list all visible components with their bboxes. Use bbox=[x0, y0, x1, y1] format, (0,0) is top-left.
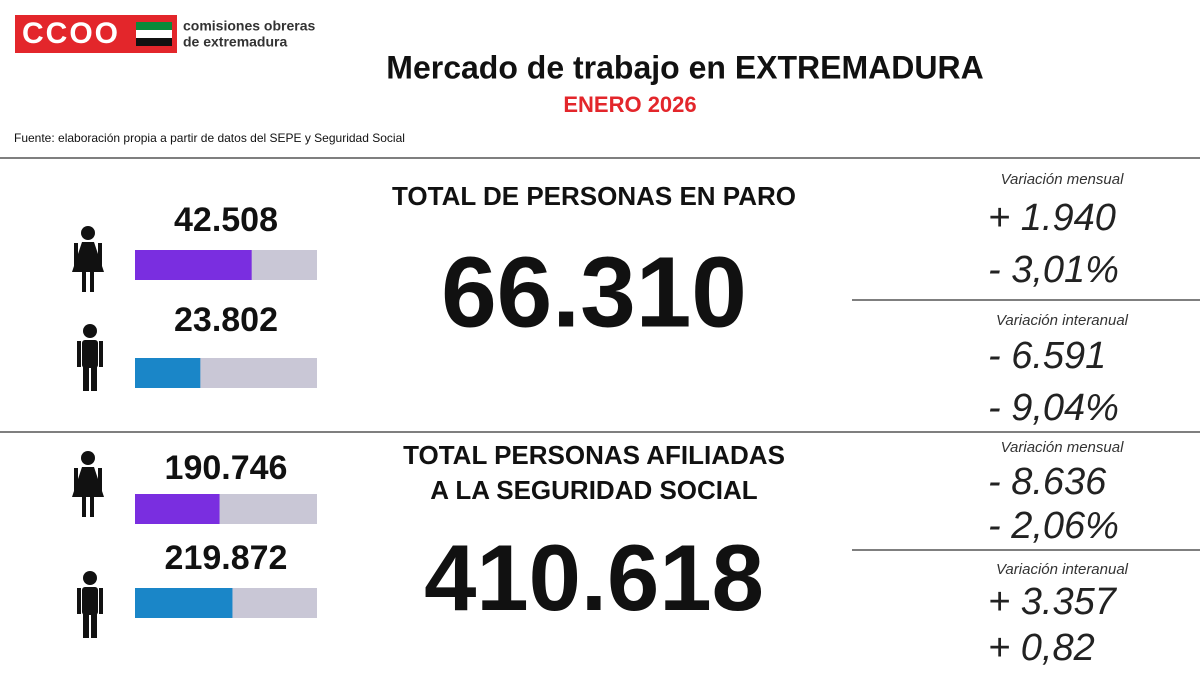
variation-value: - 9,04% bbox=[988, 387, 1119, 429]
icon-head bbox=[81, 451, 95, 465]
icon-body bbox=[72, 242, 104, 272]
section-title: TOTAL DE PERSONAS EN PARO bbox=[392, 181, 796, 211]
variation-value: - 6.591 bbox=[988, 335, 1106, 377]
woman-icon bbox=[72, 226, 104, 292]
variation-label: Variación mensual bbox=[1001, 171, 1125, 188]
men-value: 23.802 bbox=[174, 301, 278, 339]
total-value: 66.310 bbox=[441, 236, 747, 348]
logo-mark: CCOO bbox=[22, 17, 120, 50]
bar-fill bbox=[135, 494, 220, 524]
title: Mercado de trabajo en EXTREMADURA bbox=[386, 49, 983, 85]
icon-leg bbox=[83, 367, 89, 391]
man-icon bbox=[77, 324, 103, 391]
variation-value: + 3.357 bbox=[988, 581, 1118, 623]
bar-fill bbox=[135, 250, 252, 280]
icon-arm bbox=[74, 243, 78, 267]
section-title: TOTAL PERSONAS AFILIADAS bbox=[403, 440, 785, 470]
icon-leg bbox=[90, 497, 94, 517]
variation-value: - 8.636 bbox=[988, 461, 1107, 503]
women-value: 190.746 bbox=[165, 449, 288, 487]
icon-arm bbox=[74, 468, 78, 492]
icon-head bbox=[83, 324, 97, 338]
variation-value: + 0,82 bbox=[988, 627, 1095, 669]
icon-leg bbox=[90, 272, 94, 292]
flag bbox=[136, 22, 172, 46]
section-title: A LA SEGURIDAD SOCIAL bbox=[430, 475, 758, 505]
bar-fill bbox=[135, 358, 201, 388]
bar-fill bbox=[135, 588, 233, 618]
variation-label: Variación mensual bbox=[1001, 439, 1125, 456]
subtitle: ENERO 2026 bbox=[563, 92, 696, 117]
icon-leg bbox=[83, 614, 89, 638]
icon-leg bbox=[91, 614, 97, 638]
variation-label: Variación interanual bbox=[996, 312, 1129, 329]
variation-value: + 1.940 bbox=[988, 197, 1116, 239]
icon-leg bbox=[91, 367, 97, 391]
woman-icon bbox=[72, 451, 104, 517]
total-value: 410.618 bbox=[424, 525, 764, 630]
men-value: 219.872 bbox=[165, 539, 288, 577]
source: Fuente: elaboración propia a partir de d… bbox=[14, 131, 405, 145]
icon-head bbox=[81, 226, 95, 240]
icon-body bbox=[72, 467, 104, 497]
icon-leg bbox=[82, 272, 86, 292]
icon-arm bbox=[99, 341, 103, 367]
variation-value: - 3,01% bbox=[988, 249, 1119, 291]
variation-label: Variación interanual bbox=[996, 561, 1129, 578]
icon-arm bbox=[99, 588, 103, 614]
women-value: 42.508 bbox=[174, 201, 278, 239]
icon-head bbox=[83, 571, 97, 585]
icon-arm bbox=[98, 243, 102, 267]
icon-body bbox=[82, 587, 98, 615]
icon-arm bbox=[77, 341, 81, 367]
icon-body bbox=[82, 340, 98, 368]
man-icon bbox=[77, 571, 103, 638]
icon-arm bbox=[77, 588, 81, 614]
org-line: de extremadura bbox=[183, 34, 287, 50]
icon-leg bbox=[82, 497, 86, 517]
variation-value: - 2,06% bbox=[988, 505, 1119, 547]
icon-arm bbox=[98, 468, 102, 492]
org-line: comisiones obreras bbox=[183, 18, 315, 34]
